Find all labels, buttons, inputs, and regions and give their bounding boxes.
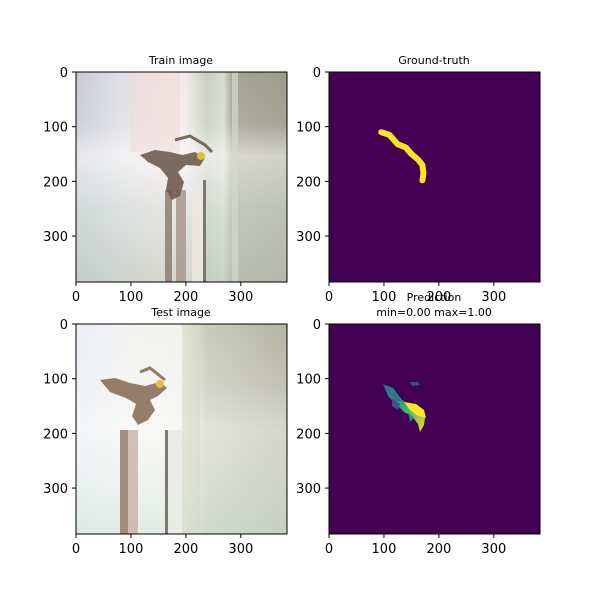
- x-tick-label: 100: [372, 290, 397, 305]
- y-tick-label: 0: [60, 66, 68, 81]
- prediction-background: [329, 324, 540, 534]
- panel-title: Train image: [148, 54, 213, 67]
- axes-2: 0 100 200 300 0 100 200 300: [296, 66, 541, 305]
- axes-1: 0 100 200 300 0 100 200 300: [43, 66, 288, 305]
- y-tick-label: 300: [43, 230, 68, 245]
- axes-frame: [75, 71, 288, 283]
- ground-truth-panel: Ground-truth: [329, 54, 540, 282]
- axes-frame: [328, 323, 541, 535]
- ground-truth-mask: [378, 129, 427, 184]
- ground-truth-background: [329, 72, 540, 282]
- axes-4: 0 100 200 300 0 100 200 300: [296, 318, 541, 557]
- x-tick-label: 0: [72, 542, 80, 557]
- y-tick-label: 100: [43, 373, 68, 388]
- x-tick-label: 300: [481, 290, 506, 305]
- x-tick-label: 200: [173, 290, 198, 305]
- test-image: [76, 324, 287, 534]
- y-tick-label: 0: [60, 318, 68, 333]
- y-tick-label: 100: [43, 121, 68, 136]
- panel-title: Ground-truth: [398, 54, 470, 67]
- y-tick-label: 200: [296, 427, 321, 442]
- axes-frame: [328, 71, 541, 283]
- x-tick-label: 300: [228, 290, 253, 305]
- y-tick-label: 100: [296, 121, 321, 136]
- axes-frame: [75, 323, 288, 535]
- train-image: [76, 72, 287, 282]
- x-tick-label: 100: [372, 542, 397, 557]
- x-tick-label: 0: [72, 290, 80, 305]
- y-tick-label: 200: [43, 427, 68, 442]
- train-image-panel: Train image: [76, 54, 287, 282]
- x-tick-label: 300: [481, 542, 506, 557]
- y-tick-label: 100: [296, 373, 321, 388]
- x-tick-label: 0: [325, 542, 333, 557]
- y-tick-label: 300: [296, 230, 321, 245]
- y-tick-label: 200: [296, 175, 321, 190]
- x-tick-label: 100: [119, 290, 144, 305]
- y-tick-label: 200: [43, 175, 68, 190]
- panel-title-line-2: min=0.00 max=1.00: [376, 306, 492, 319]
- axes-3: 0 100 200 300 0 100 200 300: [43, 318, 288, 557]
- y-tick-label: 0: [313, 318, 321, 333]
- prediction-panel: Prediction min=0.00 max=1.00: [329, 291, 540, 534]
- y-tick-label: 0: [313, 66, 321, 81]
- x-tick-label: 200: [173, 542, 198, 557]
- axes-layer: 0 100 200 300 0 100 200 300 0 100 200 300 0 100 200 300…: [43, 66, 541, 557]
- panel-title: Test image: [150, 306, 211, 319]
- x-tick-label: 300: [228, 542, 253, 557]
- y-tick-label: 300: [296, 482, 321, 497]
- x-tick-label: 200: [426, 290, 451, 305]
- y-tick-label: 300: [43, 482, 68, 497]
- x-tick-label: 200: [426, 542, 451, 557]
- x-tick-label: 0: [325, 290, 333, 305]
- prediction-heat: [383, 382, 426, 432]
- panel-title-line-1: Prediction: [407, 291, 462, 304]
- x-tick-label: 100: [119, 542, 144, 557]
- test-image-panel: Test image: [76, 306, 287, 534]
